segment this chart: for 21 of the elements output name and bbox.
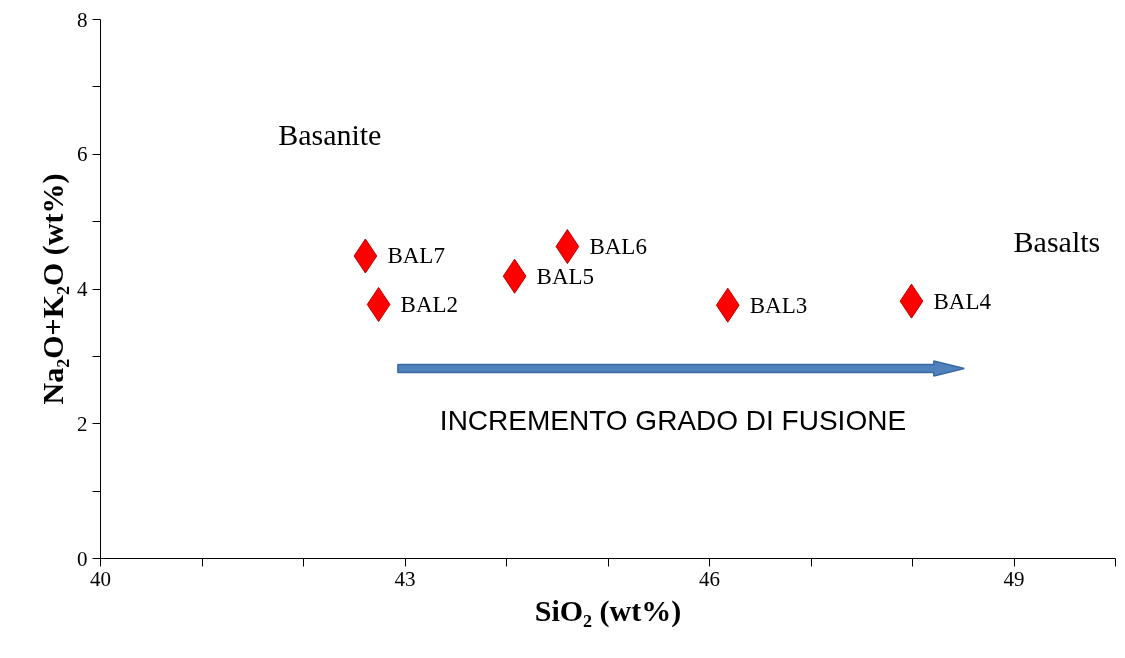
y-tick-label: 0 xyxy=(77,546,88,571)
annotation: BAL5 xyxy=(536,263,595,289)
x-tick-label: 49 xyxy=(1003,566,1025,591)
annotation: BAL7 xyxy=(387,243,445,269)
annotation: BAL2 xyxy=(400,292,459,317)
annotation: Basalts xyxy=(1013,225,1101,259)
y-tick-label: 6 xyxy=(77,142,88,167)
annotation: BAL4 xyxy=(933,288,992,314)
point xyxy=(366,287,391,322)
annotation: INCREMENTO GRADO DI FUSIONE xyxy=(439,404,907,436)
annotation: BAL6 xyxy=(589,234,647,260)
y-tick-label: 4 xyxy=(77,277,88,301)
x-tick-label: 43 xyxy=(394,566,416,591)
y-axis-title: Na₂O+K₂O (wt%) xyxy=(36,173,70,405)
x-tick-label: 46 xyxy=(699,566,720,591)
y-tick-label: 8 xyxy=(77,7,88,32)
y-tick-label: 2 xyxy=(77,411,88,436)
x-axis-title: SiO₂ (wt%) xyxy=(534,593,682,628)
annotation: BAL3 xyxy=(749,292,808,318)
x-tick-label: 40 xyxy=(90,566,111,591)
annotation: Basanite xyxy=(278,117,382,151)
